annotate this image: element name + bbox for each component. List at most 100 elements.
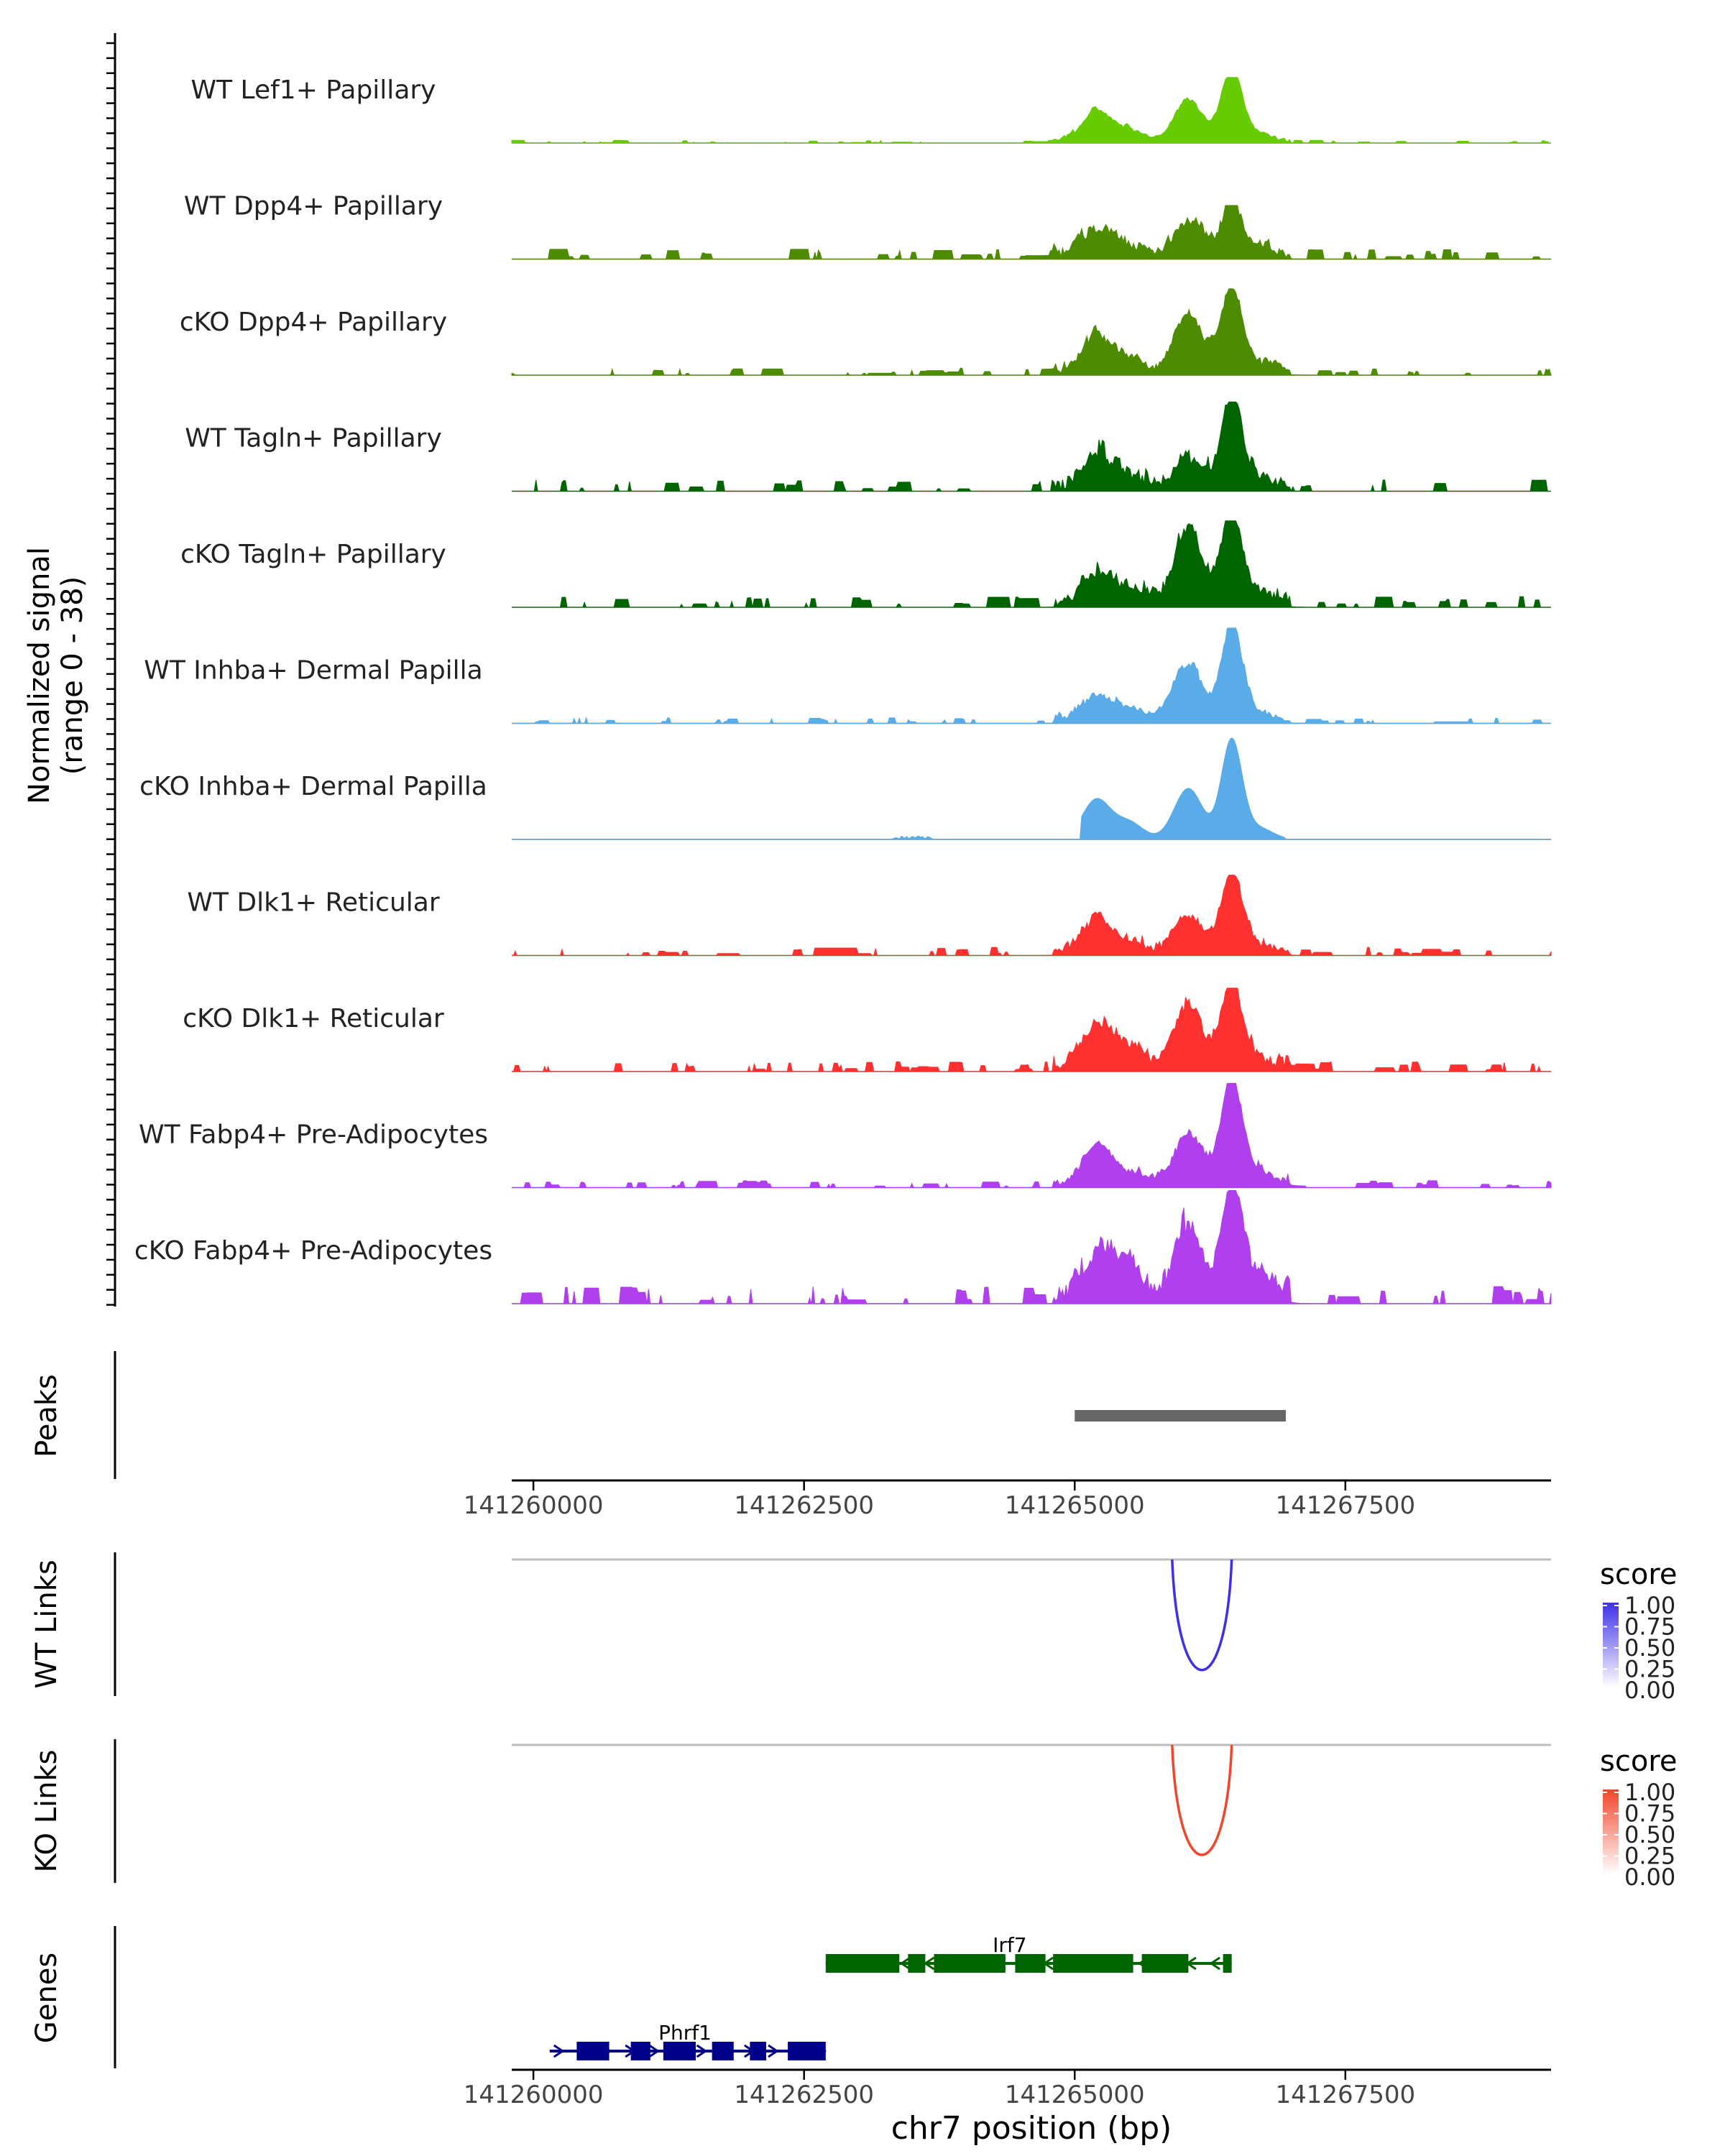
coverage-track-label: WT Tagln+ Papillary: [185, 424, 442, 453]
gene-exon: [1053, 1954, 1133, 1973]
wt-links-label: WT Links: [30, 1560, 63, 1688]
x-tick-label: 141260000: [464, 1491, 604, 1520]
ko-score-legend: 1.000.750.500.250.00: [1603, 1779, 1675, 1891]
legend-tick-label: 0.00: [1624, 1677, 1675, 1704]
gene-exon: [712, 2042, 734, 2060]
x-axis-title: chr7 position (bp): [891, 2110, 1172, 2147]
coverage-area: [512, 205, 1551, 259]
gene-model: Irf7: [825, 1933, 1232, 1973]
wt-score-legend: 1.000.750.500.250.00: [1603, 1592, 1675, 1704]
gene-strand-arrow: [553, 2044, 565, 2058]
coverage-track: WT Dlk1+ Reticular: [187, 875, 1552, 957]
coverage-area: [511, 288, 1552, 377]
legend-tick-label: 1.00: [1624, 1779, 1675, 1806]
legend-tick-label: 0.75: [1624, 1613, 1675, 1641]
gene-exon: [1141, 1954, 1189, 1973]
coverage-y-ticks: [106, 42, 115, 1306]
coverage-track-label: cKO Tagln+ Papillary: [180, 540, 446, 569]
x-tick-label: 141265000: [1005, 1491, 1145, 1520]
x-tick-label: 141265000: [1005, 2081, 1145, 2109]
coverage-track: WT Dpp4+ Papillary: [184, 192, 1551, 260]
gene-models: Irf7 Phrf1: [549, 1933, 1232, 2060]
coverage-track-label: WT Dlk1+ Reticular: [187, 888, 439, 918]
x-tick-label: 141260000: [464, 2081, 604, 2109]
x-tick-label: 141262500: [734, 1491, 874, 1520]
gene-exon: [630, 2042, 650, 2060]
gene-exon: [908, 1954, 926, 1973]
ko-link-arc: [1171, 1744, 1233, 1856]
legend-colorbar: [1603, 1789, 1619, 1874]
ko-links-panel: KO Links score 1.000.750.500.250.00: [30, 1739, 1677, 1891]
legend-tick-label: 0.00: [1624, 1864, 1675, 1891]
coverage-track: cKO Fabp4+ Pre-Adipocytes: [134, 1190, 1552, 1304]
ko-legend-title: score: [1600, 1745, 1677, 1778]
genes-label: Genes: [30, 1953, 63, 2043]
coverage-track: WT Fabp4+ Pre-Adipocytes: [139, 1082, 1552, 1189]
gene-strand-arrow: [923, 1956, 935, 1971]
coverage-panel: Normalized signal (range 0 - 38) WT Lef1…: [23, 33, 1552, 1307]
x-tick-label: 141267500: [1275, 2081, 1415, 2109]
legend-colorbar: [1603, 1603, 1619, 1687]
coverage-track-label: WT Dpp4+ Papillary: [184, 192, 443, 221]
gene-exon: [1015, 1954, 1046, 1973]
wt-link-arc: [1171, 1559, 1233, 1672]
coverage-track: WT Tagln+ Papillary: [185, 401, 1551, 492]
gene-strand-arrow: [696, 2044, 708, 2058]
coverage-track: cKO Dlk1+ Reticular: [183, 987, 1551, 1073]
gene-model: Phrf1: [549, 2021, 827, 2060]
ko-links-label: KO Links: [30, 1750, 63, 1873]
coverage-area: [512, 737, 1551, 840]
legend-tick-label: 0.50: [1624, 1821, 1675, 1848]
coverage-track: WT Inhba+ Dermal Papilla: [144, 627, 1551, 724]
legend-tick-label: 1.00: [1624, 1592, 1675, 1619]
gene-name-label: Irf7: [993, 1933, 1026, 1957]
coverage-track: cKO Dpp4+ Papillary: [180, 288, 1552, 377]
coverage-track-label: cKO Fabp4+ Pre-Adipocytes: [134, 1236, 492, 1266]
gene-exon: [663, 2042, 696, 2060]
peaks-panel: Peaks 141260000 141262500 141265000 1412675…: [30, 1351, 1551, 1520]
peaks-x-ticks: 141260000 141262500 141265000 141267500: [464, 1480, 1415, 1520]
coverage-track-label: WT Inhba+ Dermal Papilla: [144, 656, 482, 686]
coverage-area: [512, 1190, 1552, 1304]
gene-strand-arrow: [648, 2044, 661, 2058]
coverage-track-label: cKO Dpp4+ Papillary: [180, 308, 447, 337]
x-tick-label: 141267500: [1275, 1491, 1415, 1520]
coverage-track-label: WT Lef1+ Papillary: [191, 75, 436, 105]
peaks-label: Peaks: [30, 1374, 63, 1457]
coverage-track: cKO Inhba+ Dermal Papilla: [139, 737, 1551, 840]
gene-strand-arrow: [899, 1956, 911, 1971]
coverage-area: [512, 520, 1551, 608]
legend-tick-label: 0.75: [1624, 1800, 1675, 1828]
wt-links-panel: WT Links score 1.000.750.500.250.00: [30, 1552, 1677, 1704]
gene-exon: [1223, 1954, 1232, 1973]
gene-strand-arrow: [768, 2044, 779, 2058]
coverage-track-label: WT Fabp4+ Pre-Adipocytes: [139, 1120, 488, 1150]
wt-legend-title: score: [1600, 1558, 1677, 1591]
gene-strand-arrow: [1209, 1956, 1220, 1971]
coverage-y-axis-range: (range 0 - 38): [56, 576, 89, 775]
coverage-area: [512, 627, 1551, 724]
coverage-y-axis-title: Normalized signal: [23, 547, 56, 804]
gene-exon: [934, 1954, 1006, 1973]
peak-bars: [1075, 1410, 1286, 1422]
coverage-track-label: cKO Dlk1+ Reticular: [183, 1004, 444, 1033]
coverage-track: WT Lef1+ Papillary: [191, 75, 1551, 144]
coverage-area: [512, 987, 1551, 1073]
legend-tick-label: 0.50: [1624, 1634, 1675, 1662]
gene-name-label: Phrf1: [658, 2021, 712, 2045]
x-tick-label: 141262500: [734, 2081, 874, 2109]
gene-exon: [825, 1954, 900, 1973]
coverage-area: [511, 77, 1551, 144]
coverage-track-label: cKO Inhba+ Dermal Papilla: [139, 772, 487, 801]
coverage-area: [512, 1082, 1552, 1189]
coverage-tracks: WT Lef1+ Papillary WT Dpp4+ Papillary cKO …: [134, 75, 1552, 1304]
coverage-area: [512, 401, 1551, 492]
coverage-area: [512, 875, 1552, 957]
gene-exon: [788, 2042, 826, 2060]
peak-bar: [1075, 1410, 1286, 1422]
legend-tick-label: 0.25: [1624, 1843, 1675, 1870]
genes-panel: Genes Irf7 Phrf1 141260000 141262500 141265…: [30, 1926, 1551, 2147]
legend-tick-label: 0.25: [1624, 1656, 1675, 1683]
gene-exon: [750, 2042, 766, 2060]
